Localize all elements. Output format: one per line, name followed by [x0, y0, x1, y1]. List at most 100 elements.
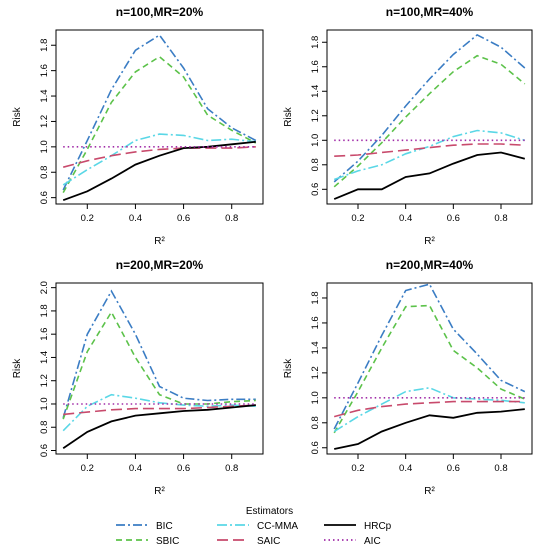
legend-label: SBIC — [156, 536, 179, 547]
y-tick-label: 0.6 — [39, 191, 50, 204]
y-tick-label: 1.8 — [39, 304, 50, 317]
plot-frame — [55, 282, 264, 455]
series-saic-line — [63, 404, 256, 416]
y-tick-label: 0.6 — [310, 441, 321, 454]
y-tick-label: 1.8 — [39, 39, 50, 52]
series-sbic-line — [333, 304, 526, 434]
y-tick-label: 1.2 — [310, 109, 321, 122]
series-cc-mma-line — [62, 393, 256, 432]
series-sbic-line — [333, 54, 526, 188]
x-axis-label: R² — [154, 236, 165, 247]
x-tick-label: 0.4 — [399, 213, 412, 224]
y-tick-label: 1.8 — [310, 36, 321, 49]
x-axis-label: R² — [424, 486, 435, 497]
legend: Estimators BIC SBIC CC-MMA SAIC HRCp AIC — [116, 506, 392, 547]
legend-item-cc-mma: CC-MMA — [217, 521, 298, 532]
y-tick-label: 1.4 — [310, 85, 321, 98]
y-tick-label: 2.0 — [39, 281, 50, 294]
y-tick-label: 1.4 — [39, 351, 50, 364]
series-bic-line — [62, 289, 256, 419]
plot-frame — [326, 282, 533, 455]
y-tick-label: 1.0 — [310, 391, 321, 404]
y-tick-label: 0.6 — [39, 444, 50, 457]
y-axis-label: Risk — [283, 106, 294, 126]
x-tick-label: 0.2 — [81, 463, 94, 474]
series-hrcp-line — [62, 140, 256, 202]
y-tick-label: 0.8 — [39, 421, 50, 434]
legend-label: SAIC — [257, 536, 280, 547]
legend-label: CC-MMA — [257, 521, 298, 532]
panel-3: n=200,MR=20% 0.2 0.4 0.6 0.8 0.6 0.8 1.0 1.2 1.4 1… — [12, 258, 264, 497]
legend-title: Estimators — [246, 506, 293, 517]
x-tick-label: 0.4 — [399, 463, 412, 474]
y-tick-label: 1.2 — [39, 374, 50, 387]
series-cc-mma-line — [333, 386, 525, 433]
x-tick-label: 0.2 — [81, 213, 94, 224]
x-tick-label: 0.8 — [494, 213, 507, 224]
series-cc-mma-line — [333, 129, 526, 181]
y-tick-label: 0.8 — [39, 166, 50, 179]
y-tick-label: 0.6 — [310, 183, 321, 196]
legend-label: HRCp — [364, 521, 392, 532]
series-cc-mma-line — [62, 133, 256, 186]
y-tick-label: 1.0 — [39, 140, 50, 153]
y-axis-label: Risk — [12, 106, 23, 126]
series-hrcp-line — [334, 408, 525, 450]
panel-title: n=100,MR=40% — [386, 5, 474, 19]
x-tick-label: 0.8 — [494, 463, 507, 474]
legend-item-aic: AIC — [324, 536, 381, 547]
legend-item-saic: SAIC — [217, 536, 280, 547]
panel-1: n=100,MR=20% 0.2 0.4 0.6 0.8 0.6 0.8 1.0 1.2 1.4 1… — [12, 5, 264, 247]
y-tick-label: 1.4 — [310, 341, 321, 354]
x-tick-label: 0.6 — [177, 463, 190, 474]
x-tick-label: 0.4 — [129, 463, 142, 474]
panel-title: n=200,MR=40% — [386, 258, 474, 272]
series-bic-line — [333, 283, 526, 430]
x-tick-label: 0.2 — [351, 213, 364, 224]
series-bic-line — [333, 33, 526, 183]
plot-frame — [55, 29, 264, 205]
y-tick-label: 1.4 — [39, 89, 50, 102]
y-tick-label: 1.2 — [39, 115, 50, 128]
y-tick-label: 1.6 — [310, 316, 321, 329]
x-tick-label: 0.6 — [447, 463, 460, 474]
legend-item-sbic: SBIC — [116, 536, 179, 547]
series-hrcp-line — [333, 151, 526, 200]
y-tick-label: 1.8 — [310, 291, 321, 304]
legend-label: AIC — [364, 536, 381, 547]
panels: n=100,MR=20% 0.2 0.4 0.6 0.8 0.6 0.8 1.0 1.2 1.4 1… — [12, 5, 533, 497]
series-bic-line — [62, 34, 257, 191]
x-axis-label: R² — [424, 236, 435, 247]
y-tick-label: 1.6 — [310, 60, 321, 73]
x-tick-label: 0.4 — [129, 213, 142, 224]
panel-title: n=200,MR=20% — [116, 258, 204, 272]
legend-item-hrcp: HRCp — [324, 521, 392, 532]
series-sbic-line — [62, 55, 257, 193]
y-tick-label: 1.2 — [310, 366, 321, 379]
x-tick-label: 0.8 — [225, 463, 238, 474]
x-tick-label: 0.6 — [177, 213, 190, 224]
x-tick-label: 0.6 — [447, 213, 460, 224]
panel-2: n=100,MR=40% 0.2 0.4 0.6 0.8 0.6 0.8 1.0 1.2 1.4 1… — [283, 5, 533, 247]
series-hrcp-line — [62, 404, 256, 449]
series-saic-line — [334, 143, 525, 157]
series-sbic-line — [62, 310, 256, 420]
y-axis-label: Risk — [12, 358, 23, 378]
panel-4: n=200,MR=40% 0.2 0.4 0.6 0.8 0.6 0.8 1.0 1.2 1.4 1… — [283, 258, 533, 497]
plot-frame — [326, 29, 533, 205]
series-saic-line — [62, 146, 256, 168]
legend-label: BIC — [156, 521, 173, 532]
y-tick-label: 0.8 — [310, 416, 321, 429]
legend-item-bic: BIC — [116, 521, 173, 532]
y-axis-label: Risk — [283, 358, 294, 378]
x-tick-label: 0.8 — [225, 213, 238, 224]
y-tick-label: 1.0 — [39, 397, 50, 410]
y-tick-label: 1.0 — [310, 134, 321, 147]
series-saic-line — [333, 400, 525, 418]
y-tick-label: 1.6 — [39, 328, 50, 341]
x-axis-label: R² — [154, 486, 165, 497]
x-tick-label: 0.2 — [351, 463, 364, 474]
y-tick-label: 0.8 — [310, 158, 321, 171]
